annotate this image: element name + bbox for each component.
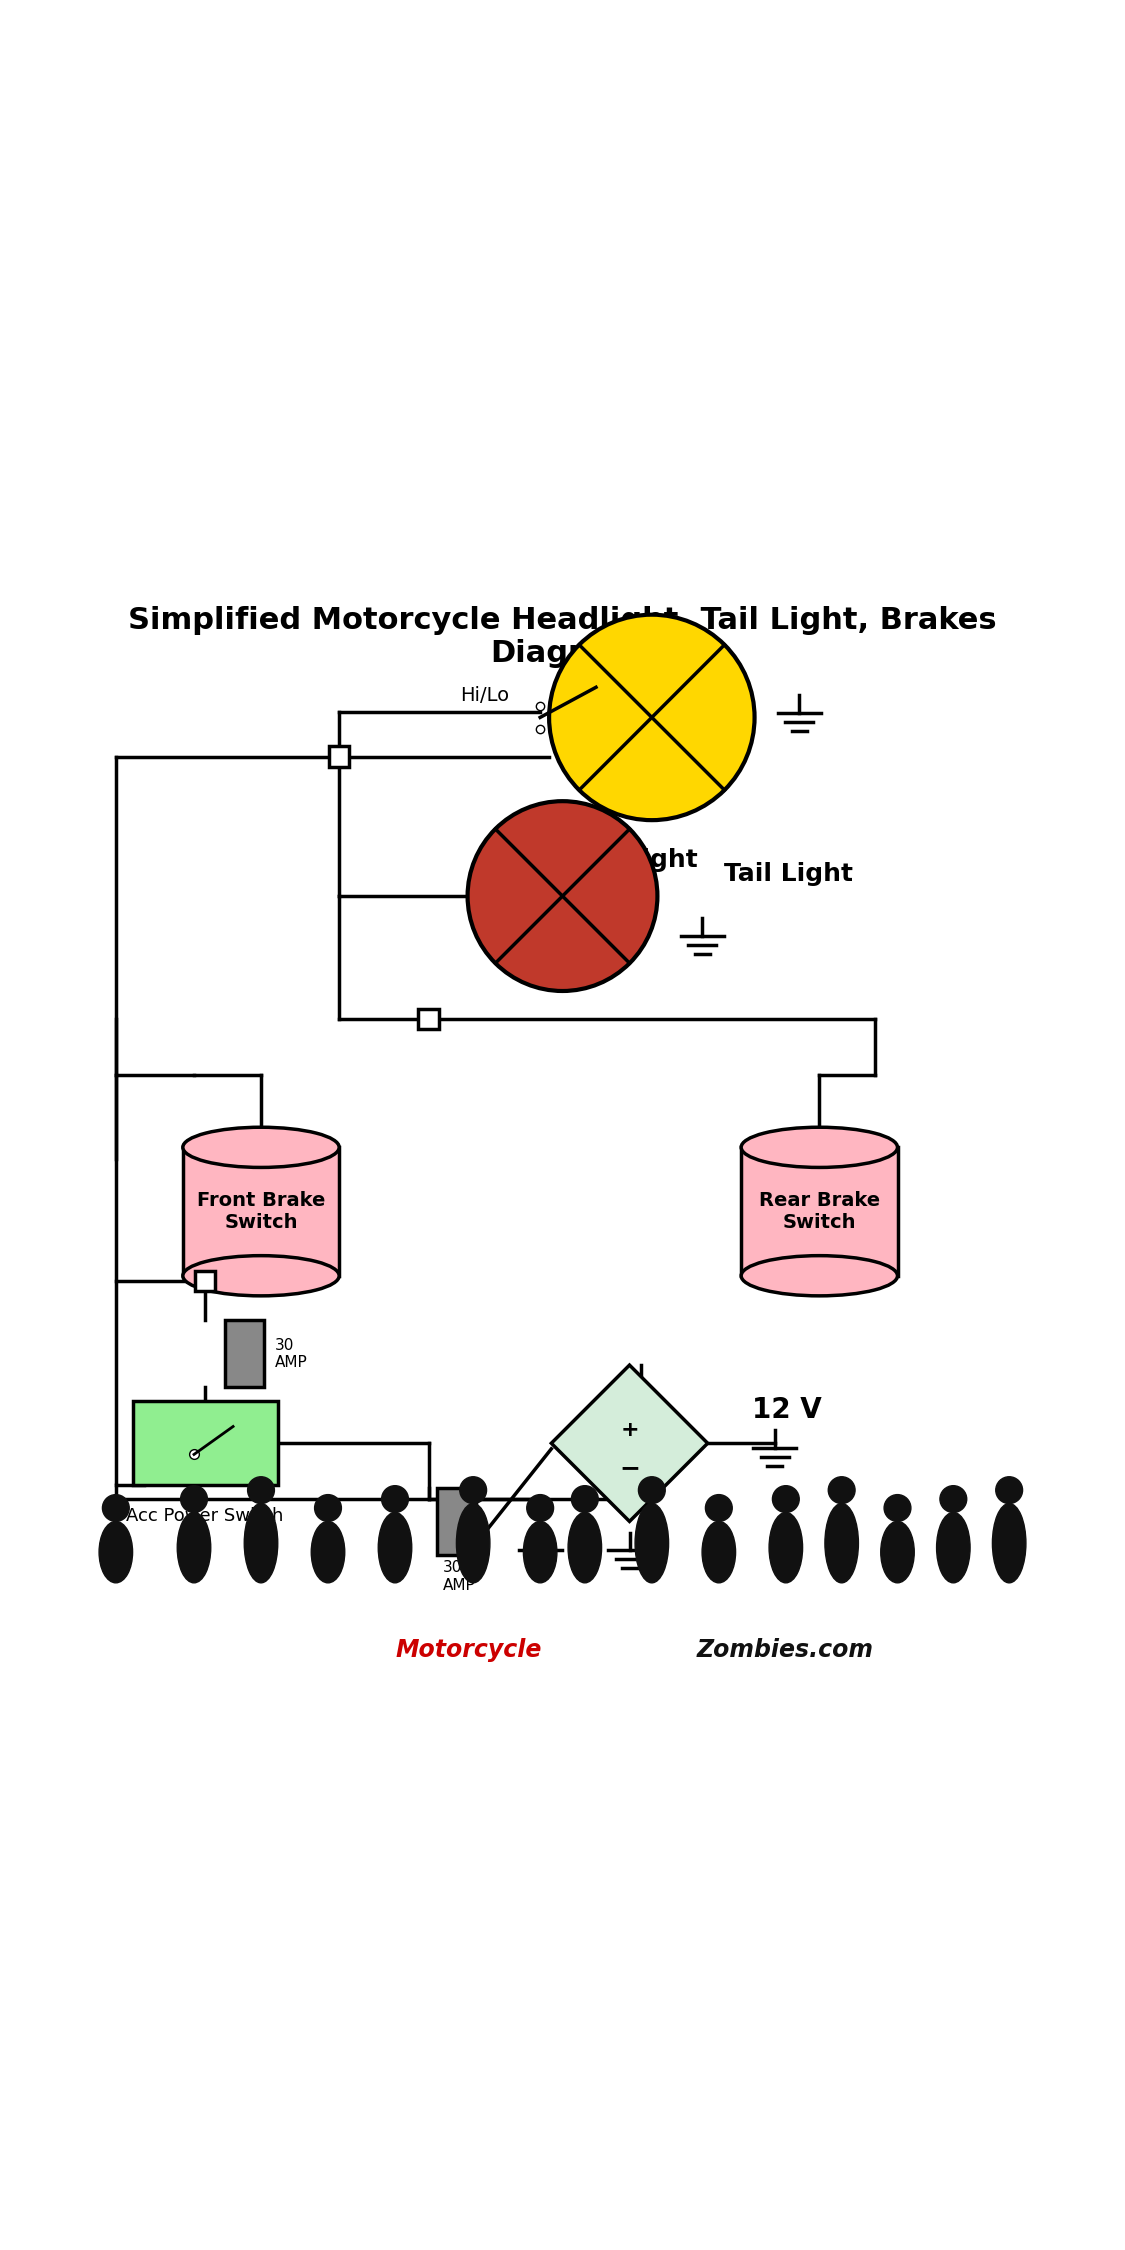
Circle shape [828,1476,855,1503]
Text: Tail Light: Tail Light [724,862,854,886]
Circle shape [248,1476,274,1503]
Circle shape [773,1485,799,1512]
Circle shape [181,1485,207,1512]
Ellipse shape [178,1512,210,1582]
Text: 12 V: 12 V [753,1395,822,1424]
Circle shape [526,1494,554,1521]
Bar [183,1148,339,1276]
Ellipse shape [770,1512,802,1582]
Ellipse shape [99,1521,133,1582]
Bar [436,1487,476,1555]
Circle shape [315,1494,341,1521]
Ellipse shape [702,1521,736,1582]
Ellipse shape [825,1503,858,1582]
Circle shape [939,1485,966,1512]
Ellipse shape [378,1512,412,1582]
Text: Acc Power Switch: Acc Power Switch [126,1508,284,1526]
Ellipse shape [312,1521,344,1582]
Polygon shape [551,1366,708,1521]
Circle shape [468,801,657,990]
Circle shape [572,1485,598,1512]
Circle shape [705,1494,732,1521]
Bar [741,1148,898,1276]
Circle shape [996,1476,1023,1503]
Ellipse shape [937,1512,970,1582]
Ellipse shape [992,1503,1026,1582]
Ellipse shape [881,1521,915,1582]
Text: Motorcycle: Motorcycle [395,1638,541,1663]
Ellipse shape [183,1256,339,1296]
Bar [418,1008,439,1028]
Text: Headlight: Headlight [560,848,699,873]
Ellipse shape [183,1127,339,1168]
Text: Rear Brake
Switch: Rear Brake Switch [758,1190,880,1233]
Text: Simplified Motorcycle Headlight, Tail Light, Brakes
Diagram: Simplified Motorcycle Headlight, Tail Li… [128,605,997,668]
Bar [195,1271,215,1291]
Ellipse shape [244,1503,278,1582]
Ellipse shape [741,1127,898,1168]
Text: Zombies.com: Zombies.com [696,1638,873,1663]
Ellipse shape [523,1521,557,1582]
Ellipse shape [457,1503,489,1582]
Text: 30
AMP: 30 AMP [442,1562,475,1593]
Bar [133,1402,278,1485]
Bar [330,747,349,767]
Text: Hi/Lo: Hi/Lo [460,686,508,704]
Ellipse shape [636,1503,668,1582]
Circle shape [381,1485,408,1512]
Text: +: + [620,1420,639,1440]
Circle shape [460,1476,487,1503]
Circle shape [638,1476,665,1503]
Text: −: − [619,1456,640,1480]
Text: Front Brake
Switch: Front Brake Switch [197,1190,325,1233]
Circle shape [549,614,755,821]
Ellipse shape [741,1256,898,1296]
Text: 30
AMP: 30 AMP [274,1339,308,1370]
Circle shape [102,1494,129,1521]
Circle shape [884,1494,911,1521]
Bar [225,1321,263,1388]
Ellipse shape [568,1512,602,1582]
